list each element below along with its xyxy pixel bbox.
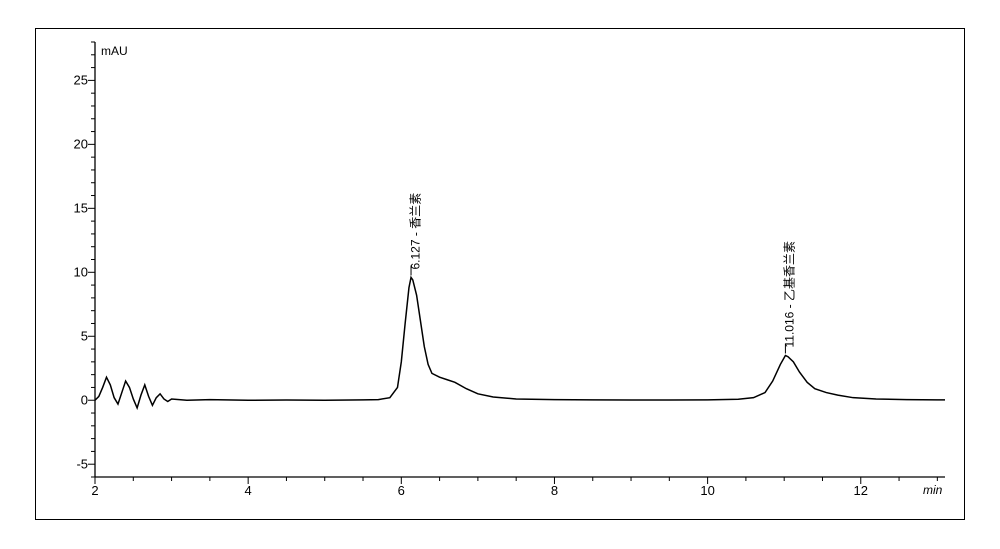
x-tick-label: 4	[245, 483, 252, 498]
x-tick-label: 6	[398, 483, 405, 498]
y-axis-unit: mAU	[101, 44, 128, 58]
y-tick-label: 20	[74, 137, 88, 152]
peak-label: 11.016 - 乙基香兰素	[781, 241, 798, 347]
x-tick-label: 10	[700, 483, 714, 498]
x-tick-label: 2	[91, 483, 98, 498]
x-tick-label: 12	[854, 483, 868, 498]
peak-label: 6.127 - 香兰素	[407, 193, 424, 270]
x-tick-label: 8	[551, 483, 558, 498]
y-tick-label: 15	[74, 201, 88, 216]
y-tick-label: 5	[81, 329, 88, 344]
y-tick-label: 10	[74, 265, 88, 280]
x-axis-unit: min	[923, 483, 942, 497]
chromatogram-chart: mAU min -5 0 5 10 15 20 25 2 4 6 8 10 12 6.127 - 香兰…	[0, 0, 1000, 549]
plot-svg	[0, 0, 1000, 549]
y-tick-label: 0	[81, 393, 88, 408]
y-tick-label: 25	[74, 73, 88, 88]
chromatogram-trace	[95, 277, 945, 408]
y-tick-label: -5	[76, 457, 88, 472]
